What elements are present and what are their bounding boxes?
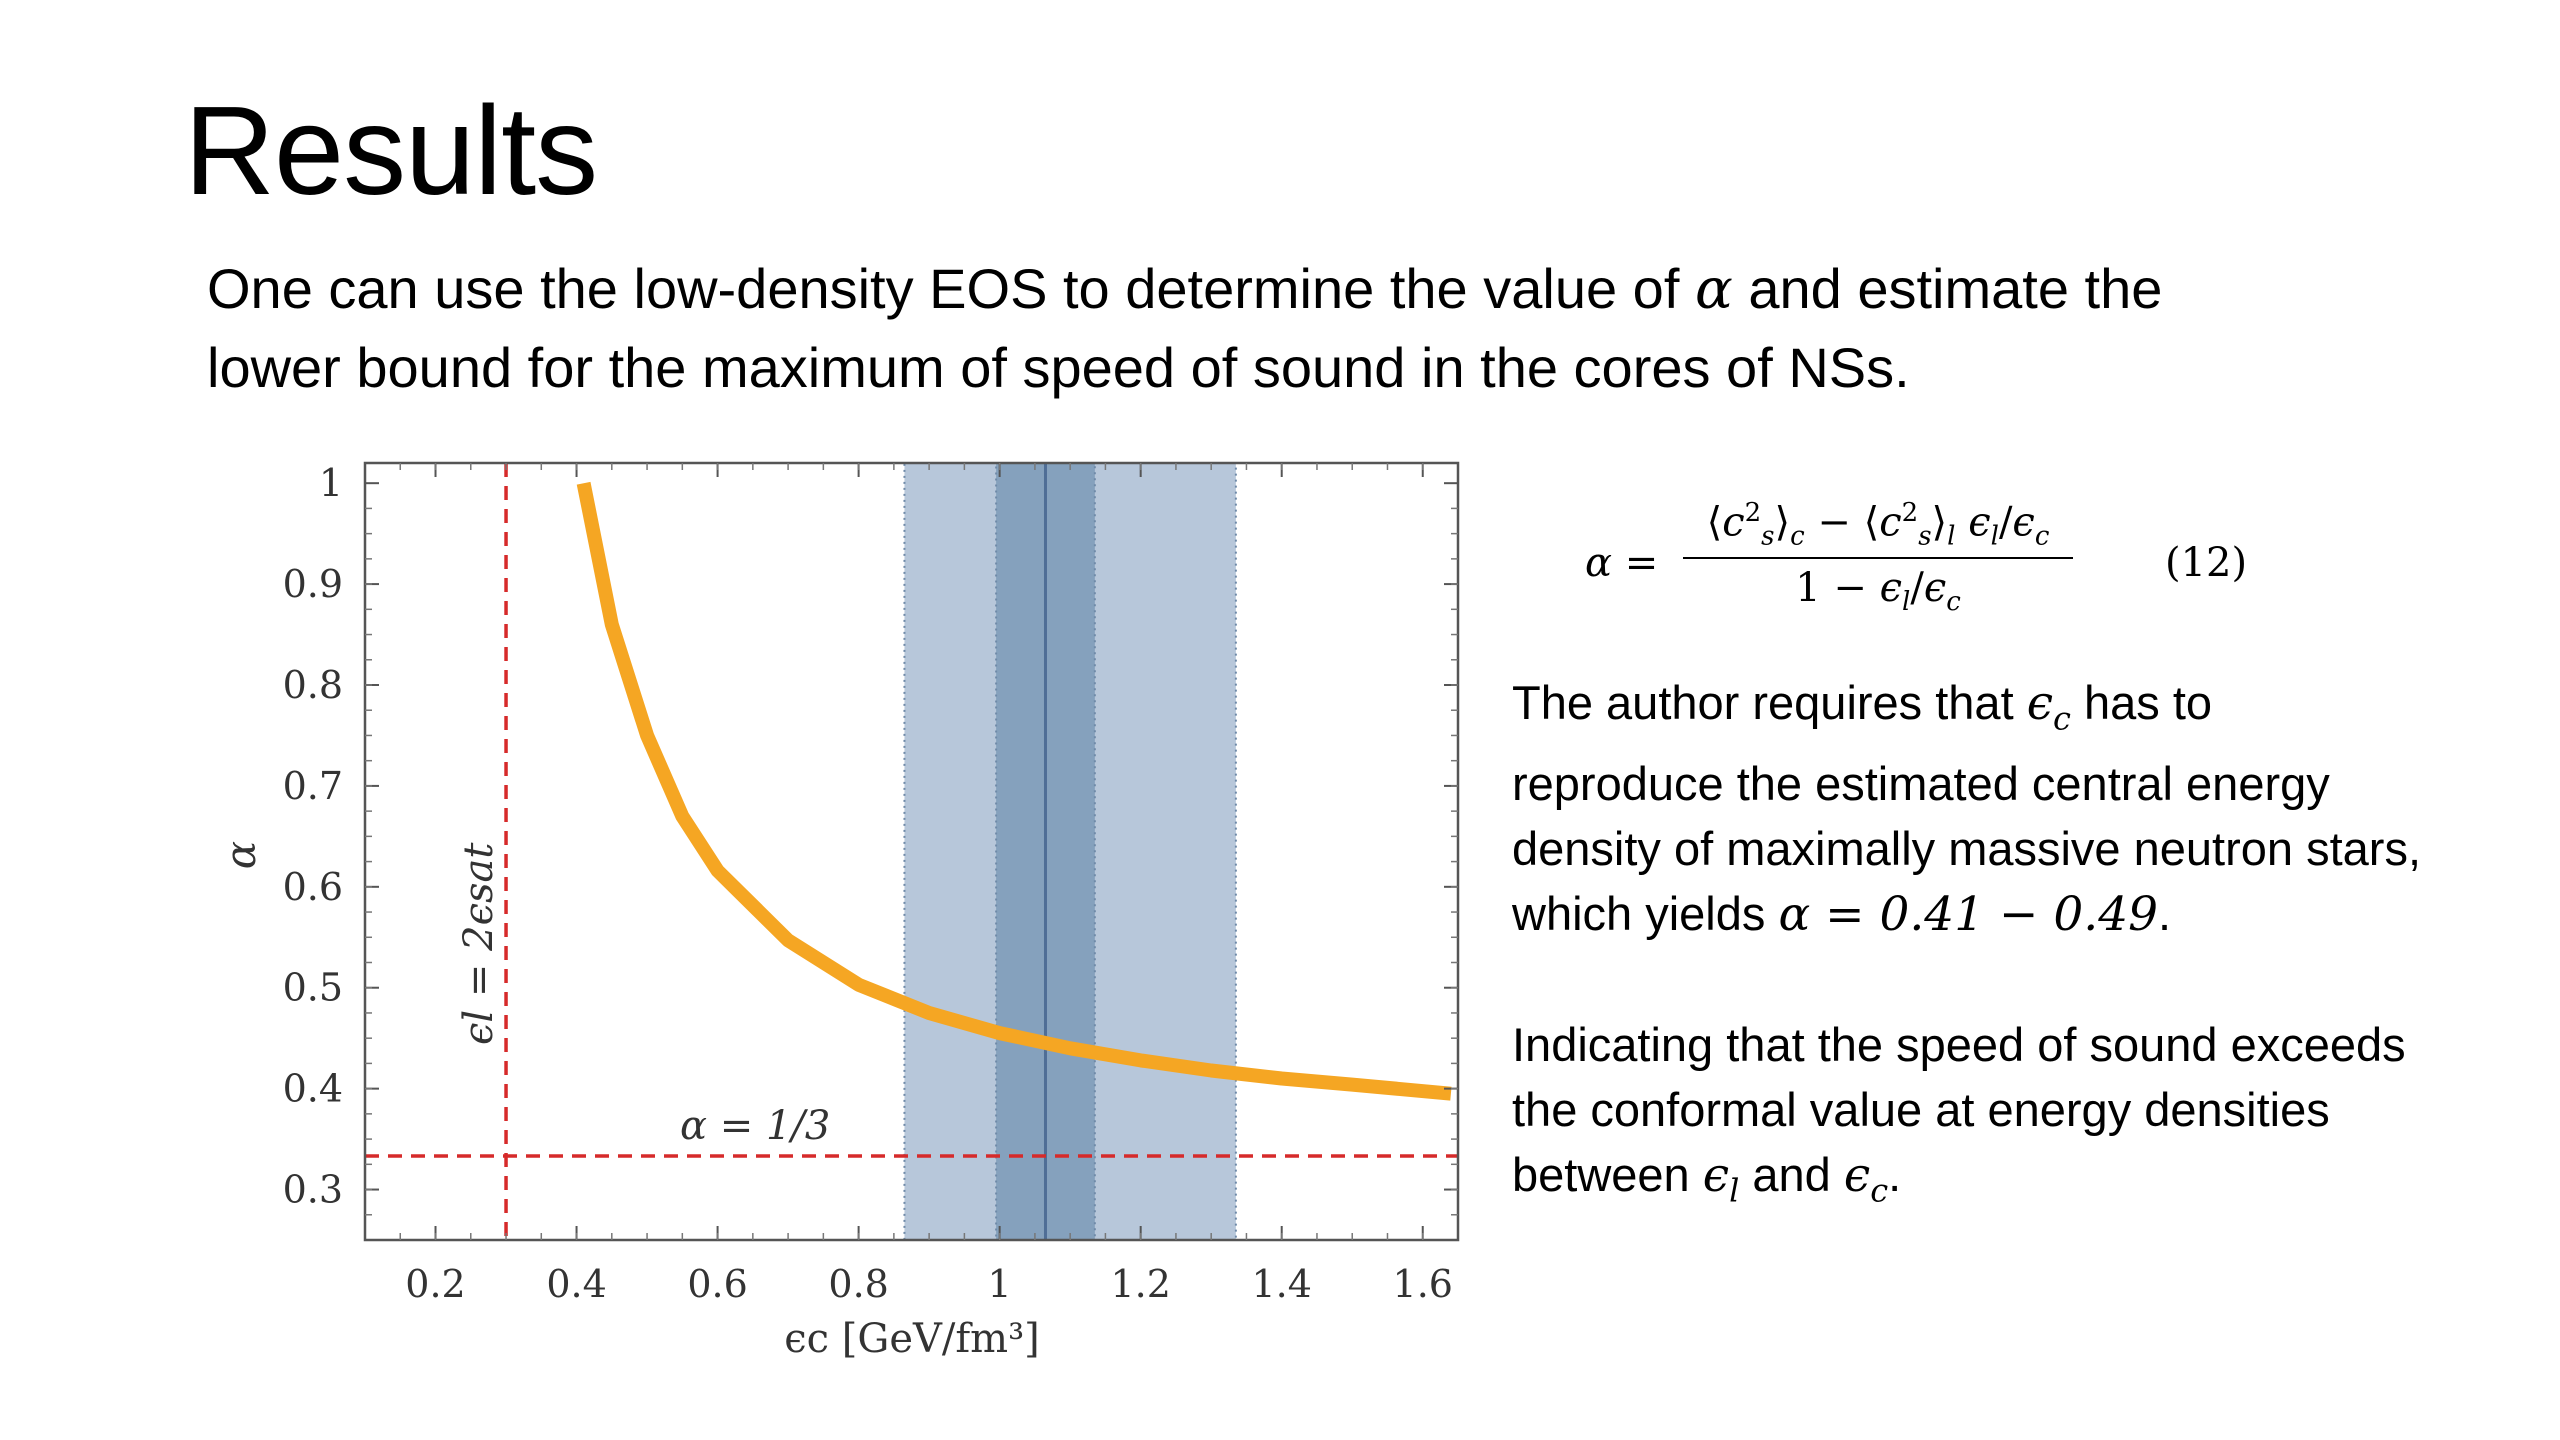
- p1-post: .: [2158, 887, 2172, 941]
- intro-line-1: One can use the low-density EOS to deter…: [207, 250, 2347, 329]
- alpha-vs-epsilon-chart: ϵl = 2ϵsat α = 1/3 0.2 0.4 0.6 0.8 1 1.2 1.4 1.6 0…: [216, 461, 1460, 1362]
- x-tick-label: 0.4: [546, 1262, 606, 1306]
- p1-pre: The author requires that: [1512, 676, 2027, 729]
- y-tick-label: 0.7: [283, 764, 343, 808]
- p1-mid: has to reproduce the estimated central e…: [1512, 676, 2421, 941]
- y-axis-label: α: [216, 841, 265, 869]
- alpha-curve: [576, 481, 1452, 1101]
- intro-alpha-symbol: α: [1694, 257, 1733, 322]
- equation-numerator: ⟨c2s⟩c − ⟨c2s⟩l ϵl/ϵc: [1683, 498, 2073, 560]
- equation-number: (12): [2165, 540, 2248, 586]
- equation-denominator: 1 − ϵl/ϵc: [1795, 565, 1961, 618]
- y-tick-label: 0.9: [283, 562, 343, 606]
- equation-lhs: α =: [1585, 540, 1659, 586]
- x-tick-label: 0.8: [828, 1262, 888, 1306]
- x-tick-label: 1.6: [1393, 1262, 1453, 1306]
- x-axis-label: ϵc [GeV/fm³]: [784, 1316, 1040, 1362]
- p1-alpha-value: α = 0.41 − 0.49: [1778, 887, 2159, 943]
- p1-epsilon: ϵ: [2026, 676, 2054, 731]
- x-tick-label: 1.2: [1110, 1262, 1170, 1306]
- p2-epsilon-l: ϵ: [1702, 1148, 1730, 1204]
- intro-line-1-pre: One can use the low-density EOS to deter…: [207, 257, 1695, 320]
- x-tick-label: 1.4: [1251, 1262, 1311, 1306]
- y-tick-label: 0.6: [283, 865, 343, 909]
- equation-fraction: ⟨c2s⟩c − ⟨c2s⟩l ϵl/ϵc 1 − ϵl/ϵc: [1683, 498, 2073, 617]
- epsilon-l-label: ϵl = 2ϵsat: [456, 842, 502, 1045]
- explanation-paragraph-2: Indicating that the speed of sound excee…: [1512, 1012, 2432, 1223]
- x-tick-label: 0.2: [405, 1262, 465, 1306]
- alpha-one-third-label: α = 1/3: [680, 1103, 830, 1149]
- y-tick-label: 1: [319, 461, 343, 505]
- p2-pre: Indicating that the speed of sound excee…: [1512, 1018, 2406, 1202]
- p2-and: and: [1739, 1148, 1844, 1202]
- x-tick-label: 1: [988, 1262, 1012, 1306]
- intro-text: One can use the low-density EOS to deter…: [207, 250, 2347, 407]
- p2-epsilon-c: ϵ: [1843, 1148, 1871, 1204]
- plot-frame: [363, 461, 1460, 1242]
- y-tick-label: 0.5: [283, 966, 343, 1010]
- y-tick-label: 0.4: [283, 1067, 343, 1111]
- explanation-text: The author requires that ϵc has to repro…: [1512, 670, 2432, 1224]
- slide-title: Results: [184, 80, 598, 221]
- explanation-paragraph-1: The author requires that ϵc has to repro…: [1512, 670, 2432, 947]
- alpha-equation: α = ⟨c2s⟩c − ⟨c2s⟩l ϵl/ϵc 1 − ϵl/ϵc (12): [1585, 498, 2285, 638]
- intro-line-1-post: and estimate the: [1732, 257, 2163, 320]
- y-tick-label: 0.3: [283, 1168, 343, 1212]
- p2-sub-c: c: [1870, 1171, 1889, 1210]
- x-tick-label: 0.6: [687, 1262, 747, 1306]
- intro-line-2: lower bound for the maximum of speed of …: [207, 336, 1910, 399]
- p2-post: .: [1888, 1148, 1902, 1202]
- p1-sub-c: c: [2053, 699, 2071, 738]
- y-tick-label: 0.8: [283, 663, 343, 707]
- p2-sub-l: l: [1729, 1171, 1740, 1210]
